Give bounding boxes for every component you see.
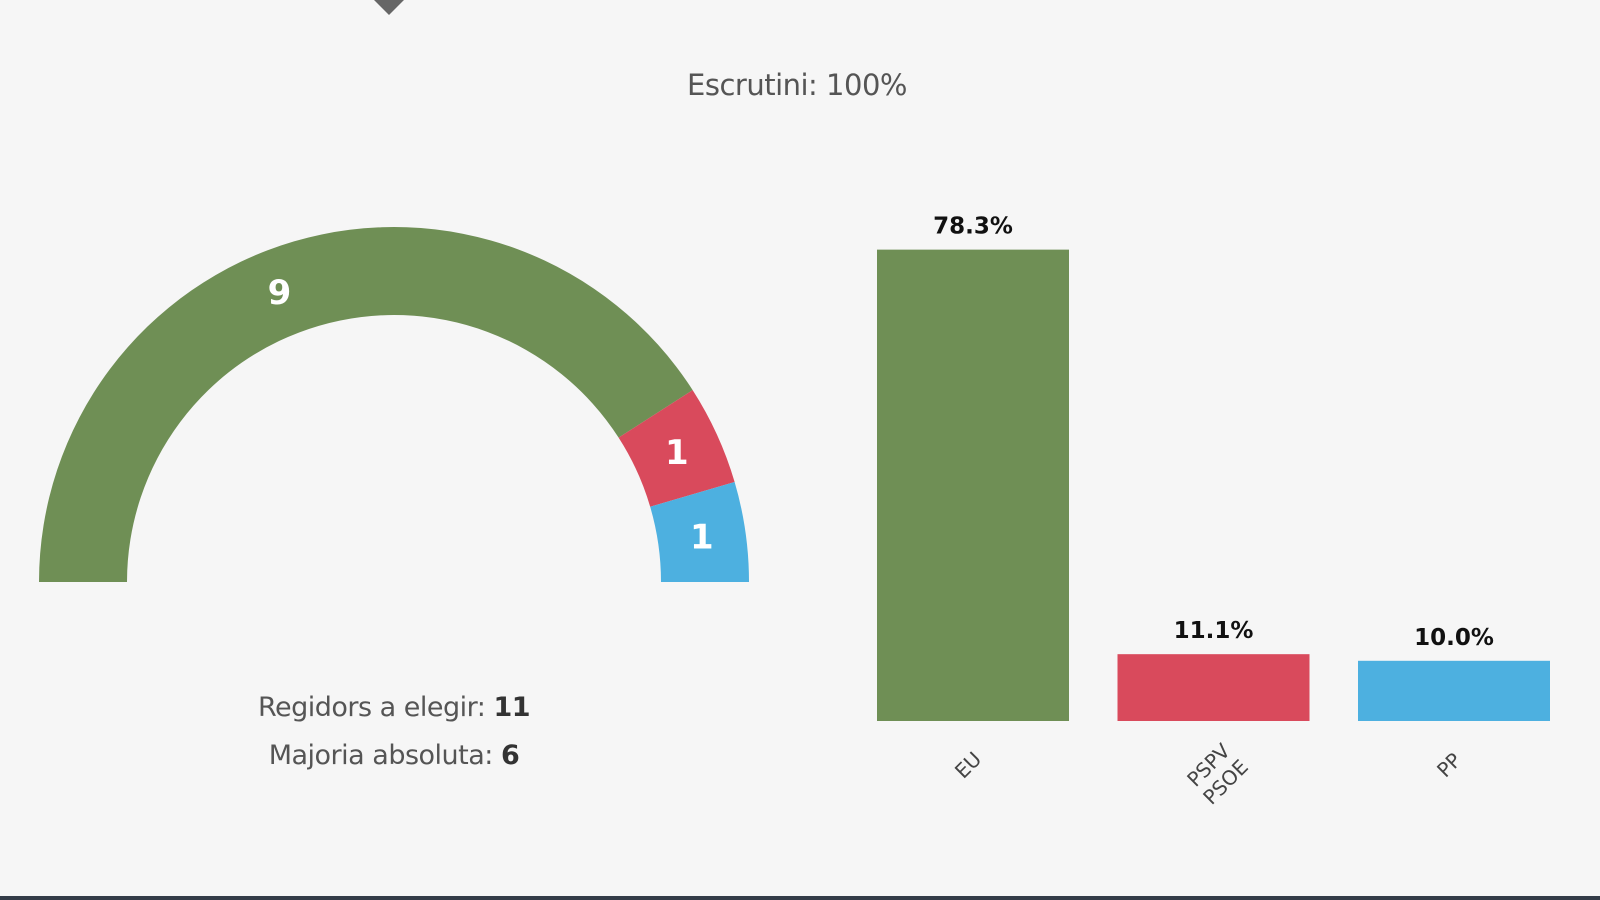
seat-segment-pspv-psoe — [618, 390, 735, 507]
seat-count-label: 1 — [665, 433, 689, 473]
bar-value-label: 11.1% — [1174, 618, 1254, 644]
category-label: EU — [950, 747, 986, 783]
scrutiny-label: Escrutini: 100% — [687, 68, 907, 102]
absolute-majority-value: 6 — [501, 740, 520, 771]
seats-to-elect: Regidors a elegir: 11 — [194, 692, 594, 723]
bottom-divider — [0, 896, 1600, 900]
seat-segment-pp — [650, 481, 749, 582]
seats-to-elect-label: Regidors a elegir: — [257, 692, 486, 723]
seat-count-label: 9 — [268, 273, 292, 313]
vote-bar-eu — [877, 249, 1069, 721]
seat-count-label: 1 — [690, 518, 714, 558]
seats-to-elect-value: 11 — [493, 692, 531, 723]
absolute-majority: Majoria absoluta: 6 — [194, 740, 594, 771]
absolute-majority-label: Majoria absoluta: — [268, 740, 494, 771]
seat-segment-eu — [39, 227, 693, 583]
bar-value-label: 10.0% — [1414, 625, 1494, 651]
category-label: PSPVPSOE — [1181, 738, 1253, 810]
vote-bar-pp — [1358, 660, 1550, 721]
bar-value-label: 78.3% — [933, 214, 1013, 240]
category-label: PP — [1432, 748, 1466, 782]
vote-bar-pspv-psoe — [1117, 654, 1310, 721]
